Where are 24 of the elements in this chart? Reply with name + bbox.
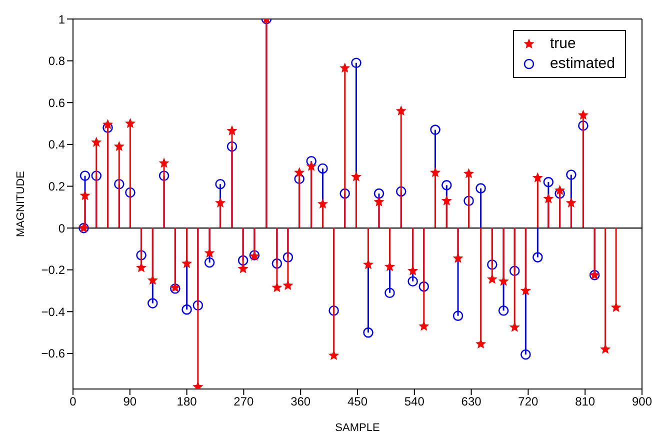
legend-label: estimated <box>550 54 615 74</box>
y-tick-label: 0 <box>58 221 66 236</box>
x-axis-title: SAMPLE <box>335 422 380 434</box>
x-tick-label: 360 <box>290 394 311 409</box>
x-tick-label: 720 <box>518 394 539 409</box>
y-axis-title: MAGNITUDE <box>14 171 27 237</box>
x-tick-label: 180 <box>176 394 198 409</box>
legend-label: true <box>550 34 576 54</box>
x-tick-label: 540 <box>404 394 425 409</box>
y-tick-label: 0.8 <box>48 54 66 68</box>
y-tick-label: 0.6 <box>48 96 66 110</box>
x-tick-label: 90 <box>123 394 137 409</box>
y-tick-label: −0.2 <box>41 263 66 278</box>
x-tick-label: 270 <box>234 394 254 409</box>
x-tick-label: 630 <box>461 394 482 409</box>
y-tick-label: 1 <box>58 12 66 26</box>
y-tick-label: 0.4 <box>48 138 66 152</box>
x-tick-label: 900 <box>632 394 652 409</box>
y-tick-label: 0.2 <box>48 179 66 194</box>
x-tick-label: 810 <box>575 394 596 409</box>
y-tick-label: −0.6 <box>41 346 66 361</box>
x-tick-label: 0 <box>70 394 77 409</box>
x-tick-label: 450 <box>347 394 368 409</box>
y-tick-label: −0.4 <box>41 304 66 319</box>
